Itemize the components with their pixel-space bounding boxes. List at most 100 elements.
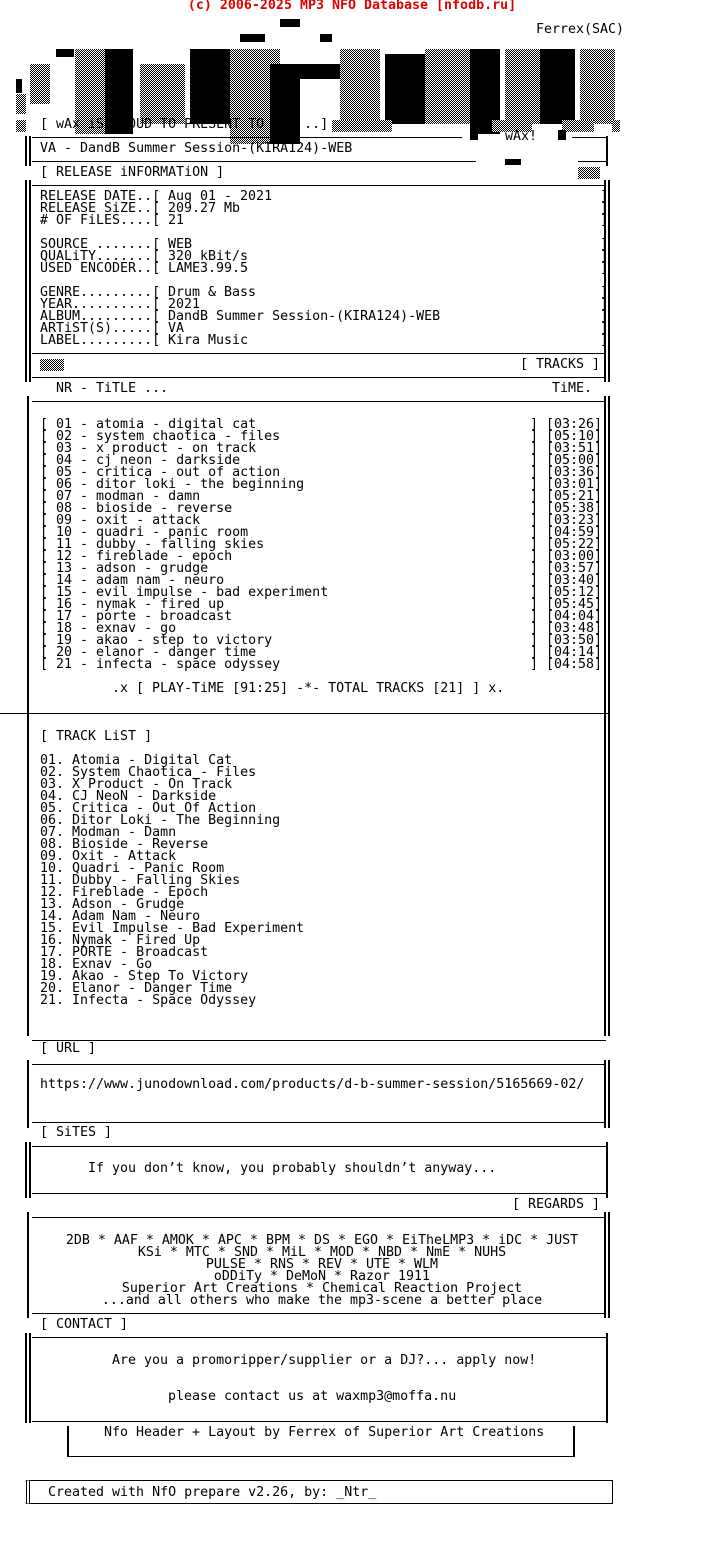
track-row-time: ] [03:01] <box>530 477 603 492</box>
track-list-item: 21. Infecta - Space Odyssey <box>40 993 257 1008</box>
track-list-item: 17. PORTE - Broadcast <box>40 945 209 960</box>
track-row-title: [ 15 - evil impulse - bad experiment <box>40 585 329 600</box>
release-info-label: ALBUM.........[ <box>40 309 169 324</box>
track-list-item: 01. Atomia - Digital Cat <box>40 753 233 768</box>
track-list-item: 11. Dubby - Falling Skies <box>40 873 241 888</box>
track-row-time: ] [05:10] <box>530 429 603 444</box>
track-row-time: ] [05:12] <box>530 585 603 600</box>
track-list-item: 14. Adam Nam - Neuro <box>40 909 201 924</box>
release-info-label: ARTiST(S).....[ <box>40 321 169 336</box>
regards-heading: [ REGARDS ] <box>512 1197 601 1212</box>
track-list-item: 04. CJ NeoN - Darkside <box>40 789 217 804</box>
track-row-title: [ 11 - dubby - falling skies <box>40 537 265 552</box>
track-row-title: [ 12 - fireblade - epoch <box>40 549 233 564</box>
release-info-bracket: ] <box>600 297 609 312</box>
track-row-time: ] [03:26] <box>530 417 603 432</box>
tracks-column-title: NR - TiTLE ... <box>56 381 169 396</box>
sites-heading: [ SiTES ] <box>40 1125 113 1140</box>
track-row-title: [ 18 - exnav - go <box>40 621 177 636</box>
track-row-title: [ 16 - nymak - fired up <box>40 597 225 612</box>
contact-email[interactable]: please contact us at waxmp3@moffa.nu <box>168 1389 457 1404</box>
track-row-title: [ 01 - atomia - digital cat <box>40 417 257 432</box>
track-row-time: ] [03:36] <box>530 465 603 480</box>
release-info-value: WEB <box>168 237 193 252</box>
release-info-label: SOURCE .......[ <box>40 237 169 252</box>
created-with: Created with NfO prepare v2.26, by: _Ntr… <box>48 1485 377 1500</box>
release-info-label: RELEASE SiZE..[ <box>40 201 169 216</box>
track-list-item: 18. Exnav - Go <box>40 957 153 972</box>
wax-badge: wAx! <box>505 129 538 144</box>
regards-line: KSi * MTC * SND * MiL * MOD * NBD * NmE … <box>137 1245 507 1260</box>
track-row-time: ] [03:51] <box>530 441 603 456</box>
release-info-bracket: ] <box>600 249 609 264</box>
track-row-time: ] [03:50] <box>530 633 603 648</box>
track-row-title: [ 14 - adam nam - neuro <box>40 573 225 588</box>
release-info-label: # OF FiLES....[ <box>40 213 169 228</box>
release-info-value: 320 kBit/s <box>168 249 249 264</box>
release-info-value: 209.27 Mb <box>168 201 241 216</box>
track-list-item: 15. Evil Impulse - Bad Experiment <box>40 921 305 936</box>
tracks-heading: [ TRACKS ] <box>520 357 601 372</box>
track-row-time: ] [03:48] <box>530 621 603 636</box>
track-row-title: [ 02 - system chaotica - files <box>40 429 281 444</box>
track-row-time: ] [04:59] <box>530 525 603 540</box>
release-title: VA - DandB Summer Session-(KIRA124)-WEB <box>40 141 353 156</box>
track-list-item: 12. Fireblade - Epoch <box>40 885 209 900</box>
release-info-bracket: ] <box>600 333 609 348</box>
track-row-time: ] [03:23] <box>530 513 603 528</box>
release-info-bracket: ] <box>600 189 609 204</box>
track-row-time: ] [05:00] <box>530 453 603 468</box>
release-info-bracket: ] <box>600 309 609 324</box>
release-info-bracket: ] <box>600 285 609 300</box>
track-row-time: ] [04:14] <box>530 645 603 660</box>
release-info-label: RELEASE DATE..[ <box>40 189 169 204</box>
regards-line: oDDiTy * DeMoN * Razor 1911 <box>213 1269 431 1284</box>
track-row-time: ] [04:04] <box>530 609 603 624</box>
release-info-value: 21 <box>168 213 185 228</box>
track-list-item: 07. Modman - Damn <box>40 825 177 840</box>
track-row-title: [ 17 - porte - broadcast <box>40 609 233 624</box>
release-info-bracket: ] <box>600 261 609 276</box>
track-list-item: 02. System Chaotica - Files <box>40 765 257 780</box>
release-info-value: Drum & Bass <box>168 285 257 300</box>
release-info-value: LAME3.99.5 <box>168 261 249 276</box>
track-row-title: [ 06 - ditor loki - the beginning <box>40 477 305 492</box>
layout-credits: Nfo Header + Layout by Ferrex of Superio… <box>104 1425 545 1440</box>
track-row-time: ] [05:45] <box>530 597 603 612</box>
track-row-time: ] [05:21] <box>530 489 603 504</box>
track-list-item: 05. Critica - Out Of Action <box>40 801 257 816</box>
track-row-time: ] [03:57] <box>530 561 603 576</box>
release-info-label: GENRE.........[ <box>40 285 169 300</box>
playtime-summary: .x [ PLAY-TiME [91:25] -*- TOTAL TRACKS … <box>112 681 505 696</box>
track-row-time: ] [04:58] <box>530 657 603 672</box>
track-list-item: 03. X Product - On Track <box>40 777 233 792</box>
release-info-value: 2021 <box>168 297 201 312</box>
track-row-title: [ 04 - cj neon - darkside <box>40 453 241 468</box>
url-heading: [ URL ] <box>40 1041 97 1056</box>
release-info-value: DandB Summer Session-(KIRA124)-WEB <box>168 309 441 324</box>
regards-line: 2DB * AAF * AMOK * APC * BPM * DS * EGO … <box>65 1233 579 1248</box>
sites-text: If you don’t know, you probably shouldn’… <box>88 1161 497 1176</box>
regards-line: ...and all others who make the mp3-scene… <box>101 1293 543 1308</box>
track-row-time: ] [05:38] <box>530 501 603 516</box>
site-banner: (c) 2006-2025 MP3 NFO Database [nfodb.ru… <box>187 0 517 13</box>
release-info-label: QUALiTY.......[ <box>40 249 169 264</box>
track-row-time: ] [03:40] <box>530 573 603 588</box>
track-list-item: 19. Akao - Step To Victory <box>40 969 249 984</box>
artist-tag: Ferrex(SAC) <box>536 22 625 37</box>
track-list-item: 13. Adson - Grudge <box>40 897 185 912</box>
regards-line: Superior Art Creations * Chemical Reacti… <box>121 1281 523 1296</box>
track-row-time: ] [05:22] <box>530 537 603 552</box>
track-row-title: [ 13 - adson - grudge <box>40 561 209 576</box>
release-info-value: Aug 01 - 2021 <box>168 189 273 204</box>
release-info-bracket: ] <box>600 213 609 228</box>
release-url[interactable]: https://www.junodownload.com/products/d-… <box>40 1077 585 1092</box>
release-info-bracket: ] <box>600 321 609 336</box>
track-row-title: [ 07 - modman - damn <box>40 489 201 504</box>
release-info-value: Kira Music <box>168 333 249 348</box>
track-list-heading: [ TRACK LiST ] <box>40 729 153 744</box>
track-row-title: [ 09 - oxit - attack <box>40 513 201 528</box>
track-list-item: 20. Elanor - Danger Time <box>40 981 233 996</box>
track-list-item: 08. Bioside - Reverse <box>40 837 209 852</box>
release-info-bracket: ] <box>600 237 609 252</box>
